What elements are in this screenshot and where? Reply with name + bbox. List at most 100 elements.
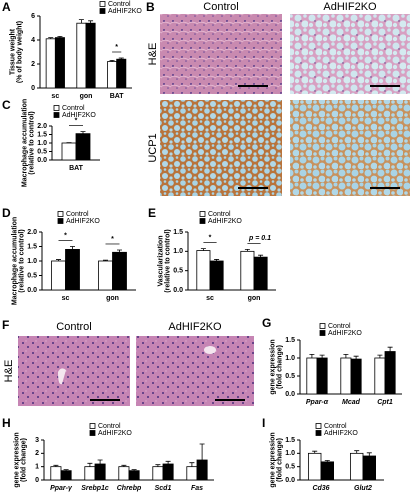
micrograph: [290, 100, 410, 196]
legend-label: Control: [208, 211, 231, 218]
y-tick-label: 0.5: [285, 373, 295, 380]
bar: [253, 256, 268, 291]
bar: [94, 463, 106, 481]
bar: [374, 357, 386, 395]
column-header: AdHIF2KO: [168, 321, 222, 333]
error-bar: [377, 354, 383, 358]
legend-swatch: [89, 430, 96, 436]
bar: [61, 142, 77, 161]
bar: [98, 260, 113, 291]
annotation: *: [64, 232, 67, 239]
bar: [45, 38, 56, 89]
row-label: H&E: [3, 360, 15, 383]
legend-label: AdHIF2KO: [98, 430, 132, 437]
y-tick-label: 2: [31, 61, 35, 68]
error-bar: [70, 246, 75, 250]
y-tick-label: 0: [31, 85, 35, 92]
legend-swatch: [53, 105, 60, 111]
bar: [84, 466, 96, 481]
bar: [320, 461, 335, 481]
x-tick-label: Chrebp: [117, 485, 142, 492]
column-header: Control: [203, 1, 238, 13]
bar: [76, 22, 87, 89]
bar: [209, 260, 224, 291]
annotation: *: [75, 117, 78, 124]
panel-letter: H: [2, 416, 11, 430]
x-tick-label: Mcad: [342, 399, 361, 406]
column-header: Control: [56, 321, 91, 333]
y-tick-label: 1.5: [173, 229, 183, 236]
legend-swatch: [319, 330, 326, 336]
annotation: p = 0.1: [248, 235, 271, 242]
x-tick-label: Ppar-α: [306, 399, 329, 406]
bar: [50, 466, 62, 481]
y-tick-label: 6: [31, 13, 35, 20]
x-tick-label: sc: [206, 295, 214, 302]
error-bar: [131, 469, 137, 471]
annotation: *: [209, 234, 212, 241]
micrograph: [160, 14, 282, 94]
legend-swatch: [315, 430, 322, 436]
error-bar: [244, 249, 250, 252]
y-axis-label: (relative to control): [28, 111, 35, 174]
error-bar: [199, 443, 205, 460]
vessel: [204, 346, 216, 354]
y-axis-label: (% of body weight): [16, 21, 23, 83]
y-tick-label: 1.0: [37, 140, 47, 147]
error-bar: [343, 354, 349, 358]
bar: [349, 452, 364, 481]
bar: [196, 250, 211, 291]
x-tick-label: BAT: [69, 165, 84, 172]
y-tick-label: 4: [31, 37, 35, 44]
error-bar: [387, 346, 393, 352]
x-tick-label: Fas: [191, 485, 203, 492]
x-tick-label: Cpt1: [377, 399, 393, 406]
error-bar: [48, 37, 54, 39]
bar: [240, 250, 255, 291]
y-tick-label: 1.0: [285, 355, 295, 362]
bar: [186, 466, 198, 481]
legend-label: AdHIF2KO: [328, 330, 362, 337]
row-label: UCP1: [147, 133, 159, 162]
bar: [306, 357, 318, 395]
y-tick-label: 0.0: [173, 287, 183, 294]
legend-label: AdHIF2KO: [66, 218, 100, 225]
y-tick-label: 2.0: [27, 229, 37, 236]
y-tick-label: 2: [35, 450, 39, 457]
x-tick-label: gon: [248, 295, 261, 302]
legend-label: Control: [62, 105, 85, 112]
annotation: *: [115, 44, 118, 51]
error-bar: [109, 60, 115, 62]
error-bar: [103, 259, 108, 261]
error-bar: [88, 20, 94, 24]
annotation: *: [111, 236, 114, 243]
y-tick-label: 0.5: [37, 148, 47, 155]
legend-swatch: [99, 8, 106, 14]
legend-label: AdHIF2KO: [108, 8, 142, 15]
y-axis-label: gene expression: [269, 339, 276, 394]
legend-swatch: [57, 211, 64, 217]
x-tick-label: Glut2: [354, 485, 372, 492]
legend-label: Control: [98, 423, 121, 430]
bar: [307, 452, 322, 481]
error-bar: [309, 354, 315, 358]
panel-letter: F: [2, 318, 9, 332]
x-tick-label: sc: [51, 93, 59, 100]
x-tick-label: Scd1: [155, 485, 172, 492]
y-axis-label: gene expression: [269, 432, 276, 487]
y-tick-label: 1.5: [285, 337, 295, 344]
y-tick-label: 0.0: [285, 477, 295, 484]
row-label: H&E: [147, 43, 159, 66]
y-tick-label: 0.5: [27, 272, 37, 279]
error-bar: [117, 249, 122, 253]
bar: [116, 58, 127, 89]
bar: [75, 133, 91, 161]
error-bar: [97, 459, 103, 464]
error-bar: [118, 57, 124, 60]
bar: [65, 248, 80, 291]
legend-label: Control: [66, 211, 89, 218]
bar: [340, 357, 352, 395]
error-bar: [312, 450, 318, 454]
bar: [316, 357, 328, 395]
